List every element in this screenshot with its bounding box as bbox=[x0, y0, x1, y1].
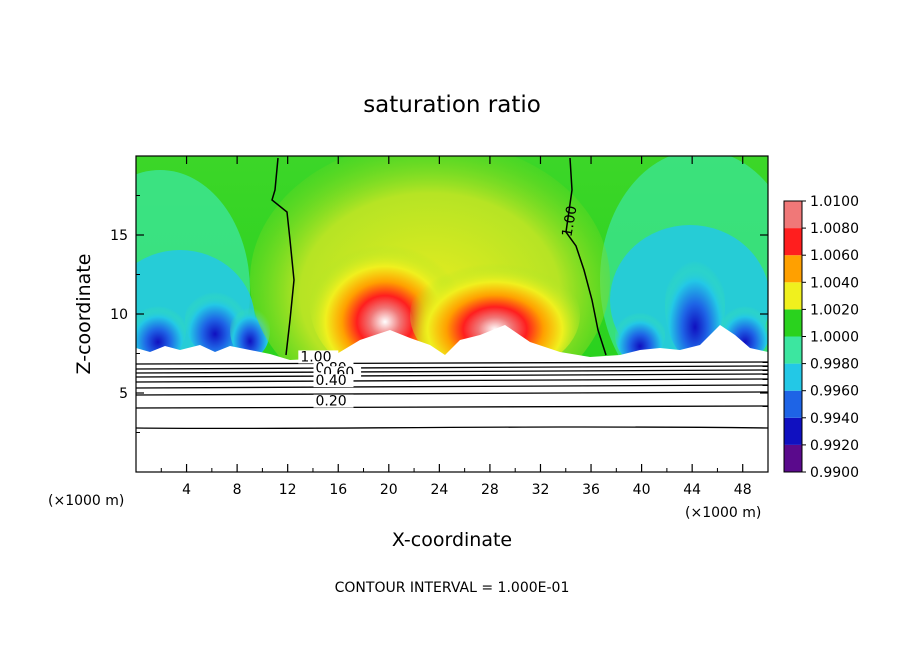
contour-labels: 1.000.800.600.400.20 bbox=[298, 349, 362, 410]
colorbar-tick-label: 0.9980 bbox=[810, 357, 859, 373]
colorbar-swatch bbox=[784, 444, 802, 472]
colorbar-tick-label: 1.0100 bbox=[810, 194, 859, 210]
field-blue-left-1 bbox=[136, 300, 186, 360]
y-tick-label: 15 bbox=[110, 228, 128, 244]
x-tick-label: 48 bbox=[734, 482, 752, 498]
colorbar-swatch bbox=[784, 255, 802, 283]
field-blue-right-2 bbox=[665, 250, 725, 360]
colorbar-tick-label: 0.9940 bbox=[810, 411, 859, 427]
colorbar-swatch bbox=[784, 336, 802, 364]
plot-area bbox=[136, 156, 768, 472]
x-axis-label: X-coordinate bbox=[392, 529, 512, 551]
x-tick-label: 32 bbox=[532, 482, 550, 498]
x-tick-label: 4 bbox=[182, 482, 191, 498]
y-axis-label: Z-coordinate bbox=[73, 254, 95, 375]
x-axis: 4 8 12 16 20 24 28 32 36 40 44 48 bbox=[160, 156, 752, 498]
colorbar-tick-label: 0.9920 bbox=[810, 438, 859, 454]
chart-title: saturation ratio bbox=[363, 92, 541, 118]
colorbar-tick-label: 1.0020 bbox=[810, 302, 859, 318]
colorbar-swatch bbox=[784, 363, 802, 391]
x-tick-label: 8 bbox=[233, 482, 242, 498]
x-tick-label: 44 bbox=[683, 482, 701, 498]
field-blue-left-2 bbox=[185, 285, 245, 355]
contour-label: 1.00 bbox=[300, 349, 331, 365]
x-tick-label: 40 bbox=[633, 482, 651, 498]
contour-label-bg bbox=[313, 374, 354, 388]
colorbar-swatch bbox=[784, 228, 802, 256]
contour-label-bg bbox=[313, 394, 354, 408]
contour-label: 0.40 bbox=[315, 373, 346, 389]
x-unit-label-right: (×1000 m) bbox=[685, 505, 761, 521]
colorbar-swatch bbox=[784, 309, 802, 337]
colorbar-swatch bbox=[784, 390, 802, 418]
colorbar-swatch bbox=[784, 417, 802, 445]
contour-label-bg bbox=[298, 350, 339, 364]
y-tick-label: 5 bbox=[119, 386, 128, 402]
colorbar-tick-label: 0.9960 bbox=[810, 384, 859, 400]
y-tick-label: 10 bbox=[110, 307, 128, 323]
contour-label: 0.20 bbox=[315, 394, 346, 410]
colorbar-tick-label: 1.0000 bbox=[810, 330, 859, 346]
lower-isolines bbox=[136, 361, 768, 430]
contour-left-100 bbox=[271, 157, 295, 356]
x-tick-label: 36 bbox=[582, 482, 600, 498]
colorbar-tick-label: 1.0060 bbox=[810, 248, 859, 264]
contour-interval-note: CONTOUR INTERVAL = 1.000E-01 bbox=[335, 580, 570, 596]
contour-label-upper: 1.00 bbox=[559, 205, 580, 238]
x-tick-label: 20 bbox=[380, 482, 398, 498]
x-tick-label: 24 bbox=[430, 482, 448, 498]
colorbar-tick-label: 0.9900 bbox=[810, 465, 859, 481]
colorbar-swatch bbox=[784, 282, 802, 310]
contour-right-100 bbox=[565, 157, 607, 356]
colorbar: 0.9900 0.9920 0.9940 0.9960 0.9980 1.0000 1.00… bbox=[783, 194, 859, 481]
colorbar-swatch bbox=[784, 201, 802, 229]
terrain-mask bbox=[136, 325, 768, 472]
colorbar-tick-label: 1.0080 bbox=[810, 221, 859, 237]
x-tick-label: 28 bbox=[481, 482, 499, 498]
x-unit-label-left: (×1000 m) bbox=[48, 493, 124, 509]
x-tick-label: 12 bbox=[279, 482, 297, 498]
y-axis: 5 10 15 bbox=[110, 195, 768, 433]
x-tick-label: 16 bbox=[329, 482, 347, 498]
colorbar-tick-label: 1.0040 bbox=[810, 275, 859, 291]
